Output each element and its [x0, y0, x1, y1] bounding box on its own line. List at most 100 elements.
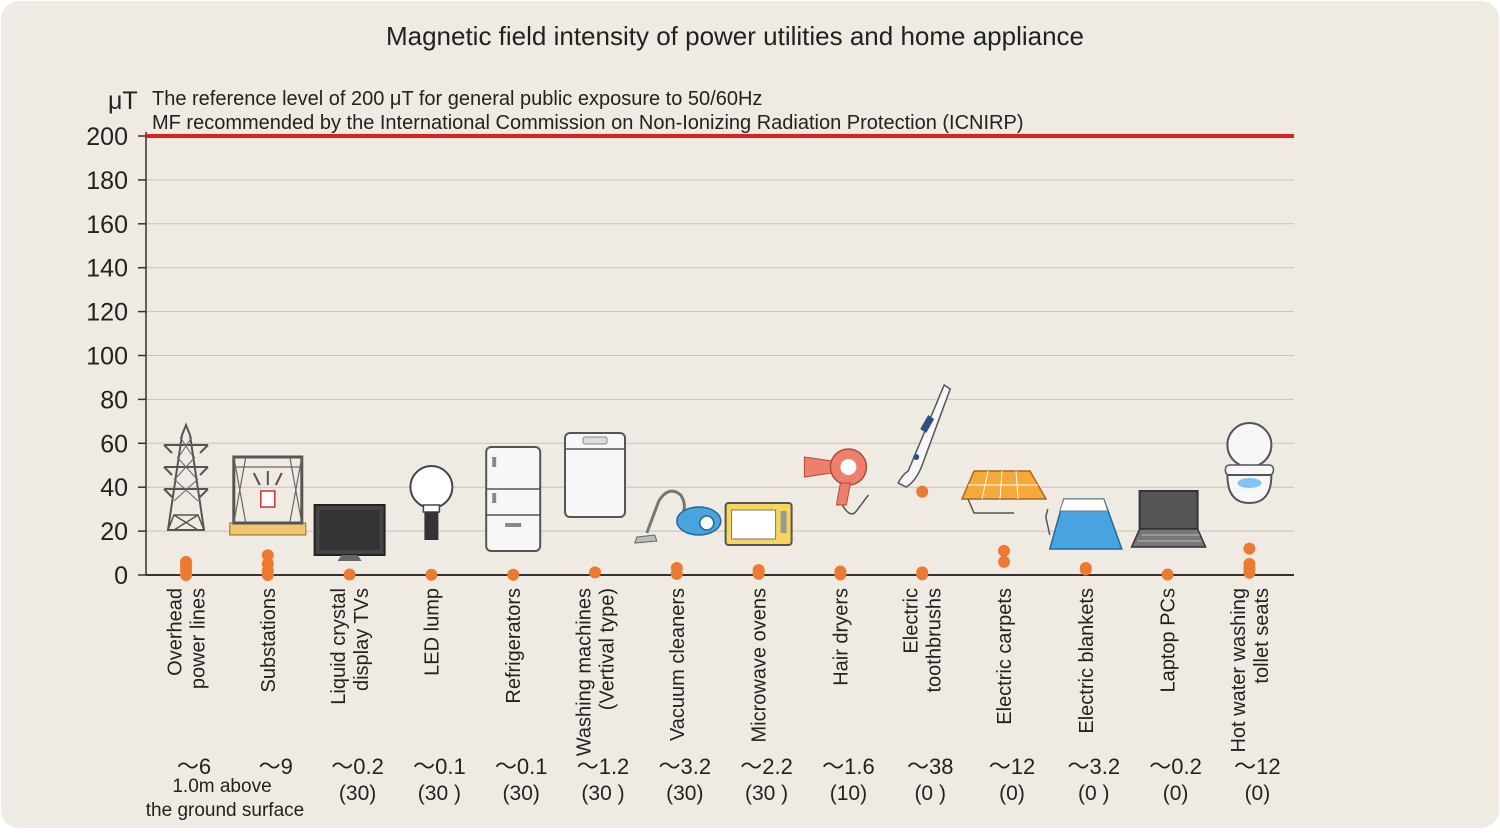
data-point	[752, 564, 765, 577]
category-label: Hair dryers	[830, 588, 852, 686]
distance-label: (0)	[1245, 782, 1271, 805]
y-tick-label: 60	[100, 430, 128, 458]
category-label: Hot water washing	[1228, 588, 1250, 753]
data-point	[916, 566, 929, 579]
vacuum-cleaner-icon	[634, 489, 722, 544]
data-point	[589, 566, 601, 579]
distance-label: (10)	[830, 782, 867, 805]
distance-label: (30 )	[581, 782, 624, 805]
y-tick-label: 120	[86, 299, 128, 327]
microwave-icon	[724, 502, 793, 546]
category-label: Electric carpets	[994, 588, 1016, 725]
max-value-label: ～12	[989, 754, 1035, 779]
y-axis: 0 20 40 60 80 100 120 140 160 180 200	[86, 123, 147, 590]
data-point	[998, 544, 1010, 557]
y-axis-unit: μT	[108, 87, 138, 115]
appliance-icons	[163, 383, 1275, 561]
category-label: toothbrushs	[924, 588, 946, 693]
max-value-labels: ～6 ～9 ～0.2 ～0.1 ～0.1 ～1.2 ～3.2 ～2.2 ～1.6 ～38 ～12 ～3…	[177, 754, 1281, 779]
category-label: Liquid crystal	[328, 588, 350, 705]
y-tick-label: 20	[100, 518, 128, 546]
max-value-label: ～0.1	[413, 754, 466, 779]
grid	[146, 179, 1294, 532]
max-value-label: ～6	[177, 754, 211, 779]
data-point	[425, 568, 438, 581]
distance-label: (0 )	[914, 782, 946, 805]
category-label: tollet seats	[1251, 588, 1273, 684]
washing-machine-icon	[564, 432, 626, 518]
max-value-label: ～0.2	[331, 754, 384, 779]
category-label: Substations	[258, 588, 280, 693]
data-point	[343, 568, 356, 581]
distance-labels: (30) (30 ) (30) (30 ) (30) (30 ) (10) (0 ) (0) (0…	[339, 782, 1270, 805]
toilet-seat-icon	[1224, 422, 1275, 505]
y-tick-label: 100	[86, 343, 128, 371]
data-point	[261, 558, 274, 571]
chart-title: Magnetic field intensity of power utilit…	[386, 21, 1084, 51]
electric-carpet-icon	[960, 470, 1048, 514]
category-label: Electric blankets	[1076, 588, 1098, 734]
max-value-label: ～0.2	[1149, 754, 1202, 779]
footnote-line-1: 1.0m above	[172, 776, 271, 797]
category-label: Refrigerators	[503, 588, 525, 704]
category-label: LED lump	[421, 588, 443, 676]
max-value-label: ～1.6	[822, 754, 875, 779]
category-label: Laptop PCs	[1158, 588, 1180, 693]
category-label: (Vertival type)	[597, 588, 619, 710]
y-tick-label: 140	[86, 255, 128, 283]
category-label: Electric	[901, 588, 923, 654]
max-value-label: ～2.2	[740, 754, 793, 779]
data-point	[834, 565, 847, 578]
distance-label: (30)	[339, 782, 376, 805]
max-value-label: ～1.2	[577, 754, 630, 779]
data-point	[507, 568, 520, 581]
reference-line-label-1: The reference level of 200 μT for genera…	[152, 88, 762, 110]
category-label: Washing machines	[574, 588, 596, 756]
y-tick-label: 160	[86, 211, 128, 239]
transmission-tower-icon	[163, 422, 209, 531]
data-points	[180, 485, 1256, 581]
max-value-label: ～9	[259, 754, 293, 779]
led-bulb-icon	[409, 465, 454, 540]
data-point	[1161, 568, 1174, 581]
y-tick-label: 80	[100, 386, 128, 414]
max-value-label: ～38	[907, 754, 953, 779]
tv-icon	[313, 504, 386, 561]
toothbrush-icon	[897, 383, 952, 488]
data-point	[1079, 561, 1092, 574]
data-point	[1243, 542, 1256, 555]
distance-label: (30 )	[745, 782, 788, 805]
distance-label: (0 )	[1078, 782, 1110, 805]
category-label: Vacuum cleaners	[667, 588, 689, 741]
max-value-label: ～3.2	[1068, 754, 1121, 779]
data-point	[916, 485, 929, 498]
distance-label: (0)	[999, 782, 1025, 805]
category-label: Microwave ovens	[749, 588, 771, 743]
y-tick-label: 40	[100, 474, 128, 502]
electric-blanket-icon	[1045, 498, 1123, 550]
data-point	[1243, 558, 1256, 571]
category-label: power lines	[188, 588, 210, 689]
distance-label: (30 )	[418, 782, 461, 805]
distance-label: (30)	[503, 782, 540, 805]
y-tick-label: 200	[86, 123, 128, 151]
substation-icon	[229, 455, 307, 536]
y-tick-label: 180	[86, 167, 128, 195]
max-value-label: ～3.2	[659, 754, 712, 779]
laptop-icon	[1130, 490, 1207, 548]
distance-label: (30)	[666, 782, 703, 805]
max-value-label: ～0.1	[495, 754, 548, 779]
distance-label: (0)	[1163, 782, 1189, 805]
refrigerator-icon	[485, 446, 542, 552]
category-labels: Overhead power lines Substations Liquid cry…	[165, 588, 1273, 756]
category-label: display TVs	[351, 588, 373, 691]
y-tick-label: 0	[114, 562, 128, 590]
data-point	[998, 555, 1010, 568]
data-point	[670, 561, 683, 574]
max-value-label: ～12	[1234, 754, 1280, 779]
footnote-line-2: the ground surface	[146, 800, 304, 821]
data-point	[261, 549, 274, 562]
